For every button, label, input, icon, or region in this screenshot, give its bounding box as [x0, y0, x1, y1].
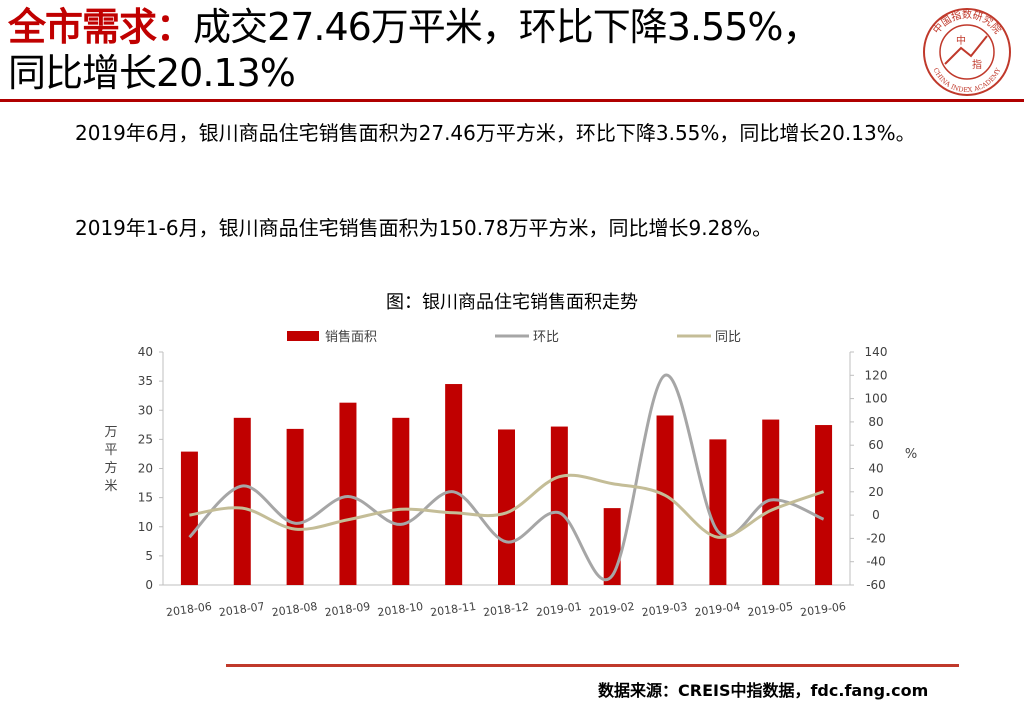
right-tick-label: 60	[868, 438, 883, 452]
x-tick-label: 2019-06	[799, 600, 846, 619]
logo-center-text-2: 指	[972, 58, 982, 71]
right-tick-label: -40	[866, 555, 886, 569]
title-divider	[0, 99, 1024, 102]
title-prefix: 全市需求：	[8, 5, 194, 49]
left-tick-label: 30	[138, 403, 153, 417]
bar-sales-area	[498, 429, 515, 585]
left-axis-title-char: 平	[104, 443, 117, 458]
left-tick-label: 0	[145, 578, 153, 592]
logo-top-text: 中国指数研究院	[930, 8, 1004, 36]
china-index-academy-logo: 中国指数研究院 CHINA INDEX ACADEMY 中 指	[923, 8, 1011, 96]
bar-sales-area	[180, 451, 198, 585]
left-axis-title-char: 方	[104, 460, 117, 476]
right-tick-label: 0	[872, 508, 880, 522]
line-yoy	[189, 473, 825, 539]
right-tick-label: -20	[866, 531, 886, 545]
legend-swatch-sales-area	[287, 331, 319, 341]
x-tick-label: 2018-12	[482, 600, 529, 619]
left-tick-label: 10	[138, 520, 153, 534]
summary-paragraph-1: 2019年6月，银川商品住宅销售面积为27.46万平方米，环比下降3.55%，同…	[75, 121, 916, 145]
chart-title: 图：银川商品住宅销售面积走势	[386, 292, 638, 313]
x-tick-label: 2018-06	[165, 600, 212, 619]
right-tick-label: 120	[865, 368, 888, 382]
bar-sales-area	[392, 417, 410, 585]
left-tick-label: 35	[138, 374, 153, 388]
footer-divider	[226, 664, 959, 667]
svg-text:中国指数研究院: 中国指数研究院	[930, 8, 1004, 36]
right-tick-label: 20	[868, 485, 883, 499]
legend-label: 环比	[533, 330, 559, 345]
title-line-1: 全市需求：成交27.46万平米，环比下降3.55%，	[8, 4, 908, 50]
title-headline: 成交27.46万平米，环比下降3.55%，	[193, 5, 821, 49]
x-tick-label: 2018-07	[218, 600, 265, 619]
logo-center-text-1: 中	[956, 34, 966, 47]
data-source: 数据来源：CREIS中指数据，fdc.fang.com	[598, 681, 929, 700]
legend-label: 销售面积	[325, 329, 377, 345]
left-axis-title-char: 米	[104, 479, 117, 494]
x-tick-label: 2019-02	[588, 600, 635, 619]
x-tick-label: 2019-04	[694, 600, 741, 619]
bar-sales-area	[762, 419, 780, 585]
sales-area-chart: 0 5 10 15 20 25 30 35 40 -60 -40 -20 0 20 40 60 80 100 120…	[104, 329, 917, 619]
left-tick-label: 40	[138, 345, 153, 359]
title-line-2: 同比增长20.13%	[8, 51, 296, 95]
left-tick-label: 15	[138, 491, 153, 505]
right-tick-label: 100	[865, 392, 888, 406]
svg-text:CHINA INDEX ACADEMY: CHINA INDEX ACADEMY	[932, 66, 1003, 94]
x-tick-label: 2019-01	[535, 600, 582, 619]
left-tick-label: 25	[138, 432, 153, 446]
bar-sales-area	[815, 425, 833, 585]
right-tick-label: 140	[865, 345, 888, 359]
summary-paragraph-2: 2019年1-6月，银川商品住宅销售面积为150.78万平方米，同比增长9.28…	[75, 216, 773, 240]
right-tick-label: 80	[868, 415, 883, 429]
right-tick-label: 40	[868, 462, 883, 476]
line-mom	[188, 373, 825, 581]
legend-label: 同比	[715, 330, 741, 345]
bar-sales-area	[339, 402, 357, 585]
bar-sales-area	[550, 426, 568, 585]
x-tick-label: 2018-08	[271, 600, 318, 619]
x-tick-label: 2019-03	[641, 600, 688, 619]
left-tick-label: 20	[138, 462, 153, 476]
left-tick-label: 5	[145, 549, 153, 563]
bar-sales-area	[709, 439, 727, 585]
bar-sales-area	[656, 415, 674, 585]
left-axis-title-char: 万	[104, 425, 117, 440]
x-tick-label: 2019-05	[747, 600, 794, 619]
x-tick-label: 2018-10	[377, 600, 424, 619]
x-tick-label: 2018-11	[430, 600, 477, 619]
bar-sales-area	[286, 428, 304, 585]
x-tick-label: 2018-09	[324, 600, 371, 619]
right-tick-label: -60	[866, 578, 886, 592]
bar-sales-area	[233, 417, 251, 585]
right-axis-title: %	[905, 447, 917, 462]
bar-sales-area	[445, 384, 463, 585]
logo-bottom-text: CHINA INDEX ACADEMY	[932, 66, 1003, 94]
page-title: 全市需求：成交27.46万平米，环比下降3.55%， 同比增长20.13%	[8, 4, 908, 96]
